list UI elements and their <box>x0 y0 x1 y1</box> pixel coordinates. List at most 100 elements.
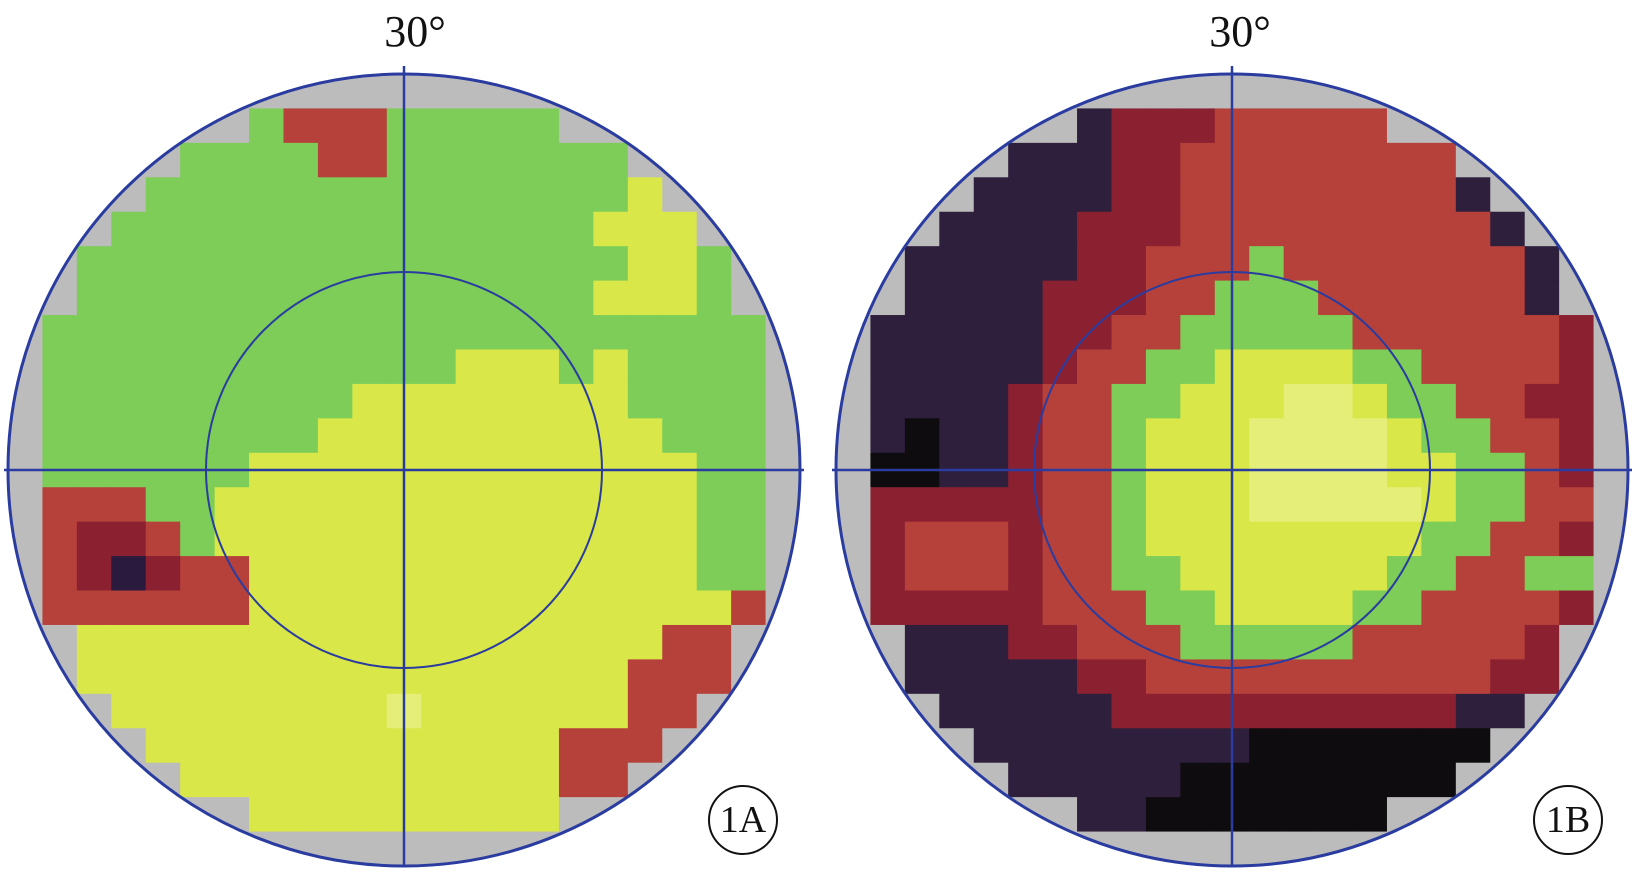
heatmap-cell-1a <box>558 487 594 523</box>
heatmap-cell-1a <box>662 762 698 798</box>
heatmap-cell-1a <box>662 246 698 282</box>
heatmap-cell-1b <box>1145 728 1181 764</box>
heatmap-cell-1b <box>1145 177 1181 213</box>
heatmap-cell-1a <box>352 762 388 798</box>
heatmap-cell-1a <box>317 108 353 144</box>
heatmap-cell-1b <box>1111 590 1147 626</box>
heatmap-cell-1a <box>76 349 112 385</box>
heatmap-cell-1a <box>249 108 285 144</box>
heatmap-cell-1b <box>870 831 906 866</box>
heatmap-cell-1b <box>1490 349 1526 385</box>
heatmap-cell-1a <box>8 831 44 866</box>
heatmap-cell-1b <box>1386 142 1422 178</box>
heatmap-cell-1a <box>42 211 78 247</box>
heatmap-cell-1b <box>939 624 975 660</box>
heatmap-cell-1a <box>662 315 698 351</box>
heatmap-cell-1a <box>731 211 767 247</box>
heatmap-cell-1b <box>1490 624 1526 660</box>
heatmap-cell-1b <box>1180 693 1216 729</box>
heatmap-cell-1a <box>249 762 285 798</box>
heatmap-cell-1a <box>249 624 285 660</box>
heatmap-cell-1b <box>1421 728 1457 764</box>
heatmap-cell-1a <box>76 762 112 798</box>
heatmap-cell-1a <box>180 728 216 764</box>
heatmap-cell-1b <box>1008 693 1044 729</box>
heatmap-cell-1a <box>765 762 800 798</box>
heatmap-cell-1a <box>145 211 181 247</box>
heatmap-cell-1a <box>145 108 181 144</box>
heatmap-cell-1b <box>1318 521 1354 557</box>
heatmap-cell-1a <box>455 762 491 798</box>
heatmap-cell-1b <box>1455 383 1491 419</box>
heatmap-cell-1b <box>1318 108 1354 144</box>
heatmap-cell-1a <box>111 797 147 833</box>
heatmap-cell-1b <box>1077 728 1113 764</box>
heatmap-cell-1a <box>8 177 44 213</box>
heatmap-cell-1b <box>1455 108 1491 144</box>
heatmap-cell-1a <box>731 383 767 419</box>
heatmap-cell-1b <box>1421 177 1457 213</box>
heatmap-cell-1a <box>111 659 147 695</box>
heatmap-cell-1b <box>1559 418 1595 454</box>
heatmap-cell-1b <box>1008 590 1044 626</box>
heatmap-cell-1b <box>939 831 975 866</box>
heatmap-cell-1a <box>145 246 181 282</box>
heatmap-cell-1a <box>145 556 181 592</box>
heatmap-cell-1a <box>283 418 319 454</box>
visual-field-map-1b <box>832 66 1632 868</box>
heatmap-cell-1b <box>1283 418 1319 454</box>
heatmap-cell-1a <box>145 797 181 833</box>
heatmap-cell-1a <box>765 693 800 729</box>
heatmap-cell-1b <box>1490 762 1526 798</box>
heatmap-cell-1a <box>524 418 560 454</box>
heatmap-cell-1b <box>1042 246 1078 282</box>
heatmap-cell-1a <box>765 108 800 144</box>
heatmap-cell-1b <box>1421 624 1457 660</box>
angle-label-1b: 30° <box>1209 7 1271 56</box>
heatmap-cell-1a <box>662 418 698 454</box>
heatmap-cell-1a <box>249 556 285 592</box>
heatmap-cell-1b <box>1249 383 1285 419</box>
heatmap-cell-1b <box>870 383 906 419</box>
heatmap-cell-1a <box>180 659 216 695</box>
heatmap-cell-1b <box>1077 418 1113 454</box>
heatmap-cell-1a <box>111 211 147 247</box>
heatmap-cell-1a <box>352 211 388 247</box>
heatmap-cell-1b <box>1593 762 1628 798</box>
heatmap-cell-1b <box>1352 315 1388 351</box>
heatmap-cell-1a <box>421 521 457 557</box>
heatmap-cell-1a <box>111 521 147 557</box>
heatmap-cell-1a <box>145 728 181 764</box>
heatmap-cell-1a <box>180 762 216 798</box>
heatmap-cell-1b <box>1421 693 1457 729</box>
heatmap-cell-1a <box>214 762 250 798</box>
heatmap-cell-1a <box>145 521 181 557</box>
heatmap-cell-1a <box>180 315 216 351</box>
heatmap-cell-1a <box>214 349 250 385</box>
heatmap-cell-1a <box>455 693 491 729</box>
heatmap-cell-1a <box>765 211 800 247</box>
heatmap-cell-1b <box>1318 418 1354 454</box>
heatmap-cell-1a <box>524 487 560 523</box>
heatmap-cell-1a <box>490 590 526 626</box>
heatmap-cell-1a <box>111 831 147 866</box>
heatmap-cell-1b <box>1386 74 1422 110</box>
heatmap-cell-1a <box>490 659 526 695</box>
heatmap-cell-1a <box>765 177 800 213</box>
heatmap-cell-1b <box>1490 728 1526 764</box>
heatmap-cell-1a <box>455 487 491 523</box>
heatmap-cell-1b <box>1524 418 1560 454</box>
heatmap-cell-1b <box>939 487 975 523</box>
heatmap-cell-1a <box>76 797 112 833</box>
heatmap-cell-1a <box>180 142 216 178</box>
heatmap-cell-1a <box>111 693 147 729</box>
heatmap-cell-1b <box>1180 383 1216 419</box>
heatmap-cell-1a <box>317 728 353 764</box>
heatmap-cell-1a <box>76 74 112 110</box>
heatmap-cell-1a <box>662 177 698 213</box>
heatmap-cell-1b <box>1249 349 1285 385</box>
heatmap-cell-1a <box>8 211 44 247</box>
heatmap-cell-1b <box>1318 383 1354 419</box>
heatmap-cell-1a <box>490 693 526 729</box>
heatmap-cell-1b <box>1352 349 1388 385</box>
